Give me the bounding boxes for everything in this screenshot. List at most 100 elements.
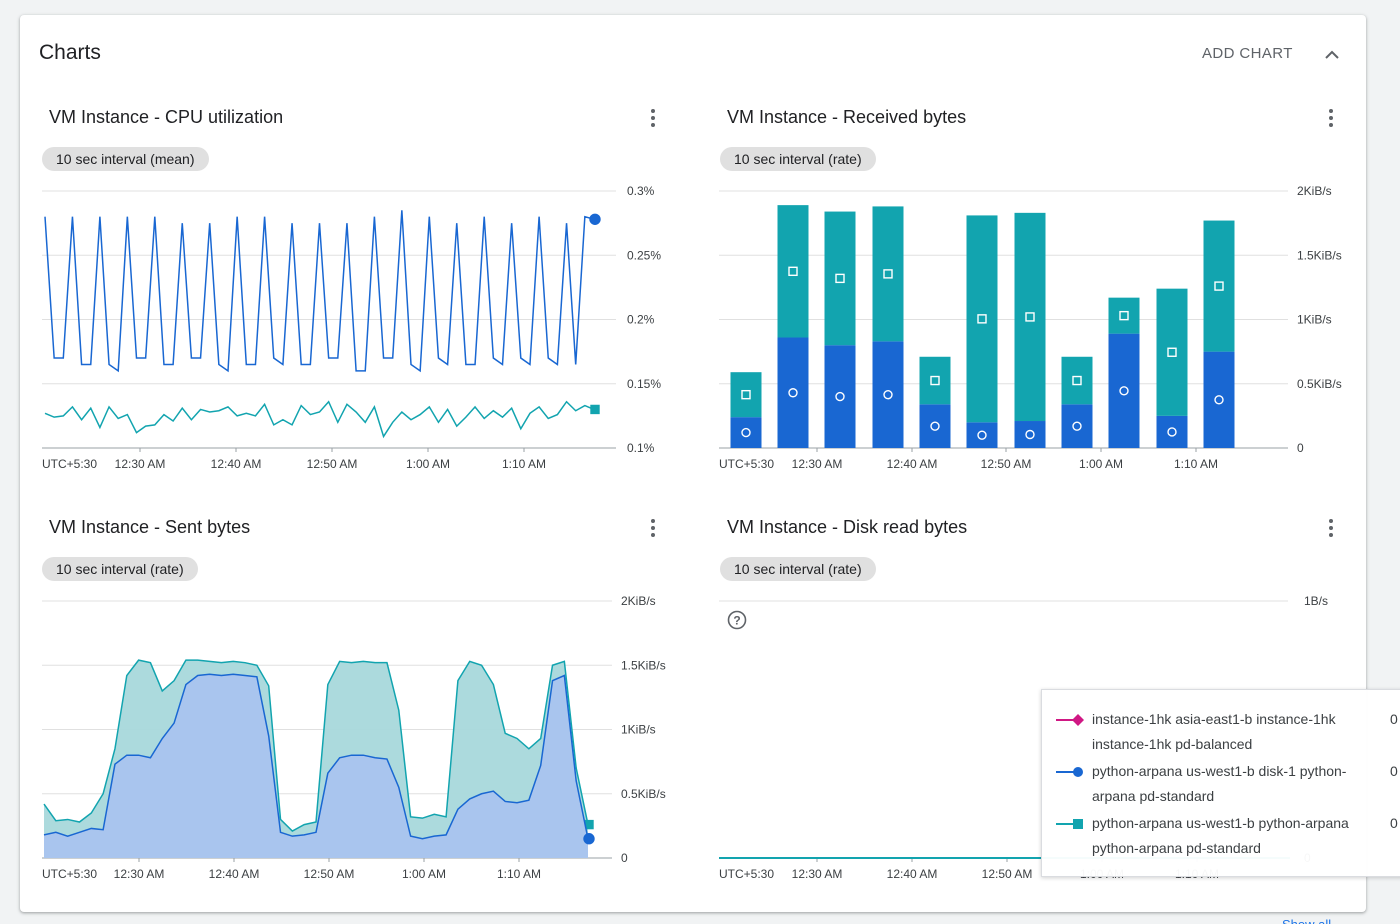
legend-item[interactable]: python-arpana us-west1-b python-arpana p… xyxy=(1056,811,1400,863)
bar-marker xyxy=(1072,421,1082,431)
bar-marker xyxy=(1025,429,1035,440)
bar-marker xyxy=(741,389,751,400)
bar-marker xyxy=(1167,427,1177,437)
bar-segment xyxy=(1203,351,1235,448)
x-tick-label: 1:00 AM xyxy=(402,867,446,881)
bar-marker xyxy=(883,389,893,400)
card-title-sent: VM Instance - Sent bytes xyxy=(49,517,251,537)
bar-marker xyxy=(788,266,798,277)
y-tick-label: 2KiB/s xyxy=(1297,184,1332,198)
bar-marker xyxy=(1167,347,1177,357)
y-tick-label: 2KiB/s xyxy=(621,594,656,608)
legend-tooltip: instance-1hk asia-east1-b instance-1hk i… xyxy=(1041,689,1400,877)
more-vert-icon[interactable] xyxy=(648,517,658,541)
bar-marker xyxy=(930,375,940,386)
series-end-marker xyxy=(589,213,601,225)
x-tick-label: 1:10 AM xyxy=(1174,457,1218,471)
bar-marker xyxy=(1119,386,1129,396)
bar-marker xyxy=(930,421,940,431)
sent-bytes-chart: 0 0.5KiB/s 1KiB/s 1.5KiB/s 2KiB/s UTC+5:30 12:… xyxy=(42,594,666,881)
bar-segment xyxy=(824,211,856,346)
bar-segment xyxy=(777,205,809,338)
bar-segment xyxy=(966,215,998,423)
bar-marker xyxy=(788,388,798,398)
y-tick-label: 1KiB/s xyxy=(1297,313,1332,327)
series-area xyxy=(44,674,588,858)
series-line xyxy=(43,659,589,832)
more-vert-icon[interactable] xyxy=(1326,517,1336,541)
chevron-up-icon[interactable] xyxy=(1322,45,1342,63)
bar-segment xyxy=(1014,421,1046,448)
bar-marker xyxy=(1214,395,1224,405)
x-tick-label: 12:40 AM xyxy=(887,867,938,881)
x-tick-label: 12:50 AM xyxy=(982,867,1033,881)
x-tick-label: 12:30 AM xyxy=(115,457,166,471)
square-marker-icon xyxy=(1056,819,1083,829)
bar-marker xyxy=(1119,310,1129,321)
bar-segment xyxy=(1156,288,1188,416)
bar-segment xyxy=(872,206,904,342)
bar-segment xyxy=(1014,212,1046,422)
circle-marker-icon xyxy=(1056,767,1083,777)
series-line xyxy=(44,210,595,373)
panel-title: Charts xyxy=(39,41,101,64)
bar-segment xyxy=(730,417,762,448)
svg-text:?: ? xyxy=(733,614,740,628)
x-tick-label: 12:50 AM xyxy=(307,457,358,471)
bar-marker xyxy=(977,314,987,324)
bar-segment xyxy=(1061,356,1093,405)
y-tick-label: 1.5KiB/s xyxy=(621,658,666,672)
y-tick-label: 1.5KiB/s xyxy=(1297,248,1342,262)
interval-chip[interactable]: 10 sec interval (rate) xyxy=(720,147,876,171)
bar-marker xyxy=(835,273,845,284)
legend-value: 0 xyxy=(1390,815,1398,831)
card-title-received: VM Instance - Received bytes xyxy=(727,107,967,127)
x-tick-label: 1:00 AM xyxy=(1079,457,1123,471)
legend-item[interactable]: python-arpana us-west1-b disk-1 python-a… xyxy=(1056,759,1400,811)
interval-chip[interactable]: 10 sec interval (mean) xyxy=(42,147,209,171)
y-tick-label: 0 xyxy=(621,851,628,865)
more-vert-icon[interactable] xyxy=(648,107,658,131)
x-tick-label: 12:40 AM xyxy=(211,457,262,471)
bar-segment xyxy=(919,356,951,405)
bar-marker xyxy=(883,269,893,279)
interval-chip[interactable]: 10 sec interval (rate) xyxy=(720,557,876,581)
series-line xyxy=(43,673,589,840)
timezone-label: UTC+5:30 xyxy=(719,867,774,881)
bar-segment xyxy=(1108,333,1140,448)
series-end-marker xyxy=(590,404,600,415)
bar-segment xyxy=(730,372,762,418)
card-title-disk-read: VM Instance - Disk read bytes xyxy=(727,517,968,537)
y-tick-label: 0.25% xyxy=(627,248,661,262)
bar-segment xyxy=(1156,415,1188,448)
interval-chip[interactable]: 10 sec interval (rate) xyxy=(42,557,198,581)
cpu-utilization-chart: 0.1% 0.15% 0.2% 0.25% 0.3% UTC+5:30 12:30 AM 12… xyxy=(42,184,661,471)
y-tick-label: 0 xyxy=(1297,441,1304,455)
legend-label: python-arpana us-west1-b python-arpana p… xyxy=(1092,815,1349,856)
legend-item[interactable]: instance-1hk asia-east1-b instance-1hk i… xyxy=(1056,707,1400,759)
diamond-marker-icon xyxy=(1056,714,1084,726)
add-chart-button[interactable]: ADD CHART xyxy=(1202,45,1293,62)
legend-label: instance-1hk asia-east1-b instance-1hk i… xyxy=(1092,711,1336,752)
help-icon[interactable]: ? xyxy=(727,610,747,630)
series-line xyxy=(44,400,595,439)
y-tick-label: 0.3% xyxy=(627,184,655,198)
bar-segment xyxy=(1108,297,1140,334)
y-tick-label: 0.2% xyxy=(627,313,655,327)
bar-marker xyxy=(835,391,845,402)
more-vert-icon[interactable] xyxy=(1326,107,1336,131)
timezone-label: UTC+5:30 xyxy=(719,457,774,471)
show-all-link[interactable]: Show all xyxy=(1282,916,1342,924)
y-tick-label: 0.15% xyxy=(627,377,661,391)
bar-segment xyxy=(824,345,856,448)
bar-segment xyxy=(1061,404,1093,448)
x-tick-label: 1:00 AM xyxy=(406,457,450,471)
bar-segment xyxy=(777,337,809,448)
bar-marker xyxy=(741,427,751,438)
timezone-label: UTC+5:30 xyxy=(42,457,97,471)
y-tick-label: 1KiB/s xyxy=(621,723,656,737)
bar-marker xyxy=(1025,312,1035,322)
bar-segment xyxy=(872,341,904,448)
timezone-label: UTC+5:30 xyxy=(42,867,97,881)
bar-marker xyxy=(1072,375,1082,386)
